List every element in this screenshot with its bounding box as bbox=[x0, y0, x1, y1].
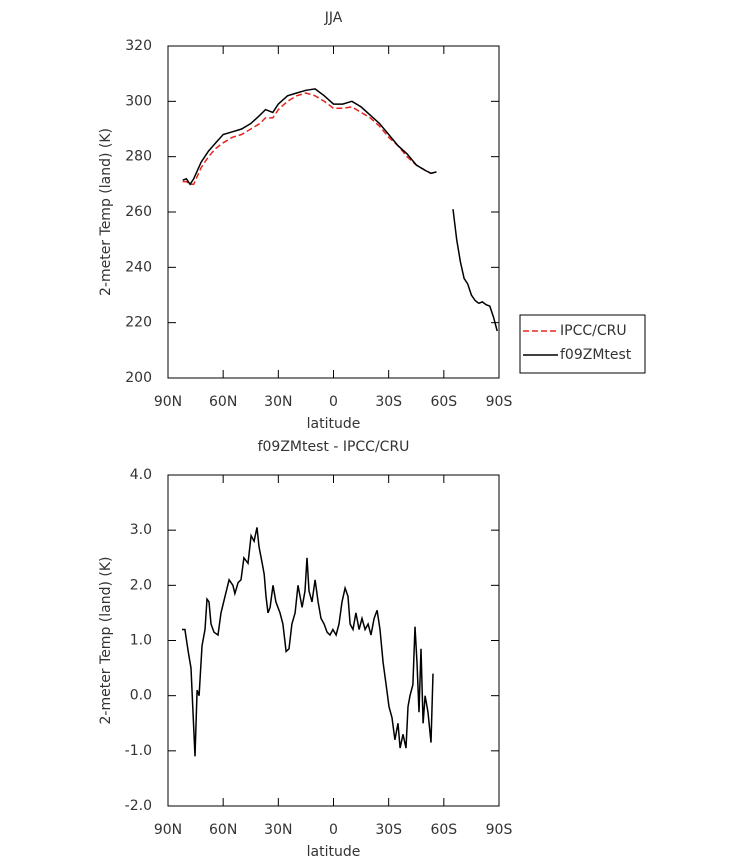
x-tick-label: 0 bbox=[329, 394, 338, 410]
y-tick-label: -2.0 bbox=[125, 798, 152, 814]
chart-title: f09ZMtest - IPCC/CRU bbox=[258, 439, 410, 455]
x-tick-label: 60N bbox=[209, 822, 237, 838]
y-tick-label: 1.0 bbox=[130, 633, 152, 649]
plot-frame bbox=[167, 45, 500, 379]
x-tick-label: 0 bbox=[329, 822, 338, 838]
chart-title: JJA bbox=[324, 10, 343, 26]
x-tick-label: 90N bbox=[154, 394, 182, 410]
y-tick-label: 2.0 bbox=[130, 577, 152, 593]
plot-frame bbox=[167, 474, 500, 807]
y-tick-label: 280 bbox=[125, 149, 152, 165]
legend-label: f09ZMtest bbox=[560, 347, 632, 363]
y-tick-label: 240 bbox=[125, 259, 152, 275]
y-tick-label: 0.0 bbox=[130, 688, 152, 704]
x-axis-title: latitude bbox=[307, 416, 361, 432]
y-tick-label: 4.0 bbox=[130, 467, 152, 483]
data-line bbox=[182, 527, 434, 757]
y-axis-title: 2-meter Temp (land) (K) bbox=[98, 557, 114, 725]
y-tick-label: 260 bbox=[125, 204, 152, 220]
data-line bbox=[182, 92, 437, 186]
x-tick-label: 60N bbox=[209, 394, 237, 410]
legend-label: IPCC/CRU bbox=[560, 323, 627, 339]
legend-box bbox=[519, 314, 646, 374]
x-tick-label: 30S bbox=[375, 394, 402, 410]
x-tick-label: 60S bbox=[430, 822, 457, 838]
y-tick-label: 220 bbox=[125, 315, 152, 331]
y-tick-label: -1.0 bbox=[125, 743, 152, 759]
y-axis-title: 2-meter Temp (land) (K) bbox=[98, 128, 114, 296]
y-tick-label: 320 bbox=[125, 38, 152, 54]
y-tick-label: 3.0 bbox=[130, 522, 152, 538]
x-tick-label: 30S bbox=[375, 822, 402, 838]
x-tick-label: 90S bbox=[486, 822, 513, 838]
x-tick-label: 60S bbox=[430, 394, 457, 410]
data-line bbox=[182, 88, 498, 332]
x-tick-label: 30N bbox=[264, 822, 292, 838]
x-tick-label: 90N bbox=[154, 822, 182, 838]
x-tick-label: 90S bbox=[486, 394, 513, 410]
x-axis-title: latitude bbox=[307, 844, 361, 860]
y-tick-label: 200 bbox=[125, 370, 152, 386]
x-tick-label: 30N bbox=[264, 394, 292, 410]
y-tick-label: 300 bbox=[125, 93, 152, 109]
